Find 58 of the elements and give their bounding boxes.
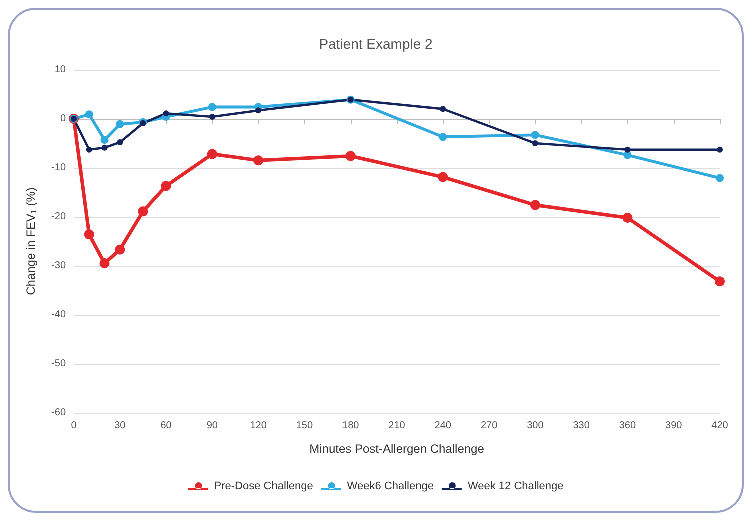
point <box>438 172 448 182</box>
x-tick-label: 360 <box>619 420 636 432</box>
x-tick-label: 210 <box>388 420 406 432</box>
point <box>439 133 448 142</box>
x-tick-label: 90 <box>206 420 218 432</box>
y-tick-label: 10 <box>54 64 66 76</box>
x-tick-label: 0 <box>71 420 78 432</box>
y-tick-label: 0 <box>60 114 66 124</box>
y-axis-title: Change in FEV1 (%) <box>24 188 38 296</box>
point <box>163 110 170 117</box>
y-tick-label: -20 <box>52 212 66 222</box>
point <box>531 131 540 140</box>
y-tick-label: -50 <box>52 358 66 370</box>
point <box>622 212 633 223</box>
y-tick-label: -40 <box>52 310 66 320</box>
y-tick-label: -60 <box>52 408 66 418</box>
x-tick-label: 390 <box>666 420 683 432</box>
point <box>138 206 148 217</box>
point <box>161 181 172 192</box>
x-tick-label: 240 <box>434 420 452 432</box>
point <box>208 103 216 112</box>
point <box>717 146 723 153</box>
y-tick-label: -10 <box>52 162 66 174</box>
point <box>624 146 631 153</box>
point <box>117 140 124 146</box>
x-tick-label: 120 <box>250 420 268 432</box>
x-tick-label: 420 <box>712 420 729 432</box>
point <box>209 114 216 120</box>
x-tick-label: 270 <box>480 420 498 432</box>
point <box>716 174 724 182</box>
legend-label: Pre-Dose Challenge <box>214 480 314 492</box>
x-tick-label: 150 <box>296 420 314 432</box>
x-tick-label: 300 <box>527 420 544 432</box>
legend-label: Week 12 Challenge <box>468 480 564 492</box>
point <box>532 140 538 146</box>
point <box>440 106 446 112</box>
point <box>530 200 540 210</box>
point <box>86 146 92 153</box>
point <box>102 144 108 151</box>
x-axis-title: Minutes Post-Allergen Challenge <box>310 442 485 456</box>
x-tick-label: 60 <box>160 420 172 432</box>
x-tick-label: 180 <box>342 420 360 432</box>
x-tick-label: 30 <box>114 420 126 432</box>
x-tick-label: 330 <box>573 420 590 432</box>
legend-label: Week6 Challenge <box>347 480 434 492</box>
point <box>85 110 94 119</box>
point <box>115 244 126 255</box>
point <box>207 149 218 160</box>
point <box>116 120 124 128</box>
point <box>715 276 725 287</box>
point <box>254 156 264 166</box>
chart-title: Patient Example 2 <box>319 36 434 52</box>
point <box>256 108 262 114</box>
point <box>100 258 110 269</box>
y-tick-label: -30 <box>52 260 66 272</box>
point <box>84 230 94 240</box>
point <box>346 151 356 162</box>
point <box>100 136 109 144</box>
